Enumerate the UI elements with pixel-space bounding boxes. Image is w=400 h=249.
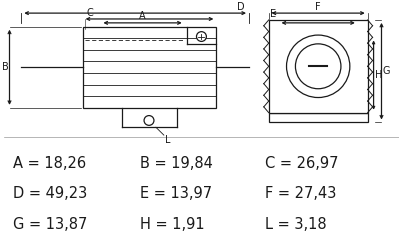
Bar (269, 20, 368, 113)
Text: E: E (270, 9, 276, 19)
Text: F = 27,43: F = 27,43 (265, 186, 336, 201)
Circle shape (144, 116, 154, 125)
Text: B: B (2, 62, 8, 72)
Circle shape (296, 44, 341, 89)
Text: F: F (315, 2, 321, 12)
Text: D = 49,23: D = 49,23 (14, 186, 88, 201)
Text: A = 18,26: A = 18,26 (14, 156, 86, 171)
Circle shape (286, 35, 350, 98)
Text: H = 1,91: H = 1,91 (140, 217, 205, 232)
Text: D: D (237, 2, 245, 12)
Text: B = 19,84: B = 19,84 (140, 156, 213, 171)
Text: A: A (139, 11, 145, 21)
Text: L = 3,18: L = 3,18 (265, 217, 326, 232)
Bar (269, 113, 368, 123)
Text: C: C (87, 8, 94, 18)
Bar (83, 27, 216, 108)
Text: G: G (382, 66, 390, 76)
Text: L: L (165, 135, 170, 145)
Text: E = 13,97: E = 13,97 (140, 186, 212, 201)
Text: H: H (374, 70, 382, 80)
Text: G = 13,87: G = 13,87 (14, 217, 88, 232)
Circle shape (196, 32, 206, 41)
Text: C = 26,97: C = 26,97 (265, 156, 338, 171)
